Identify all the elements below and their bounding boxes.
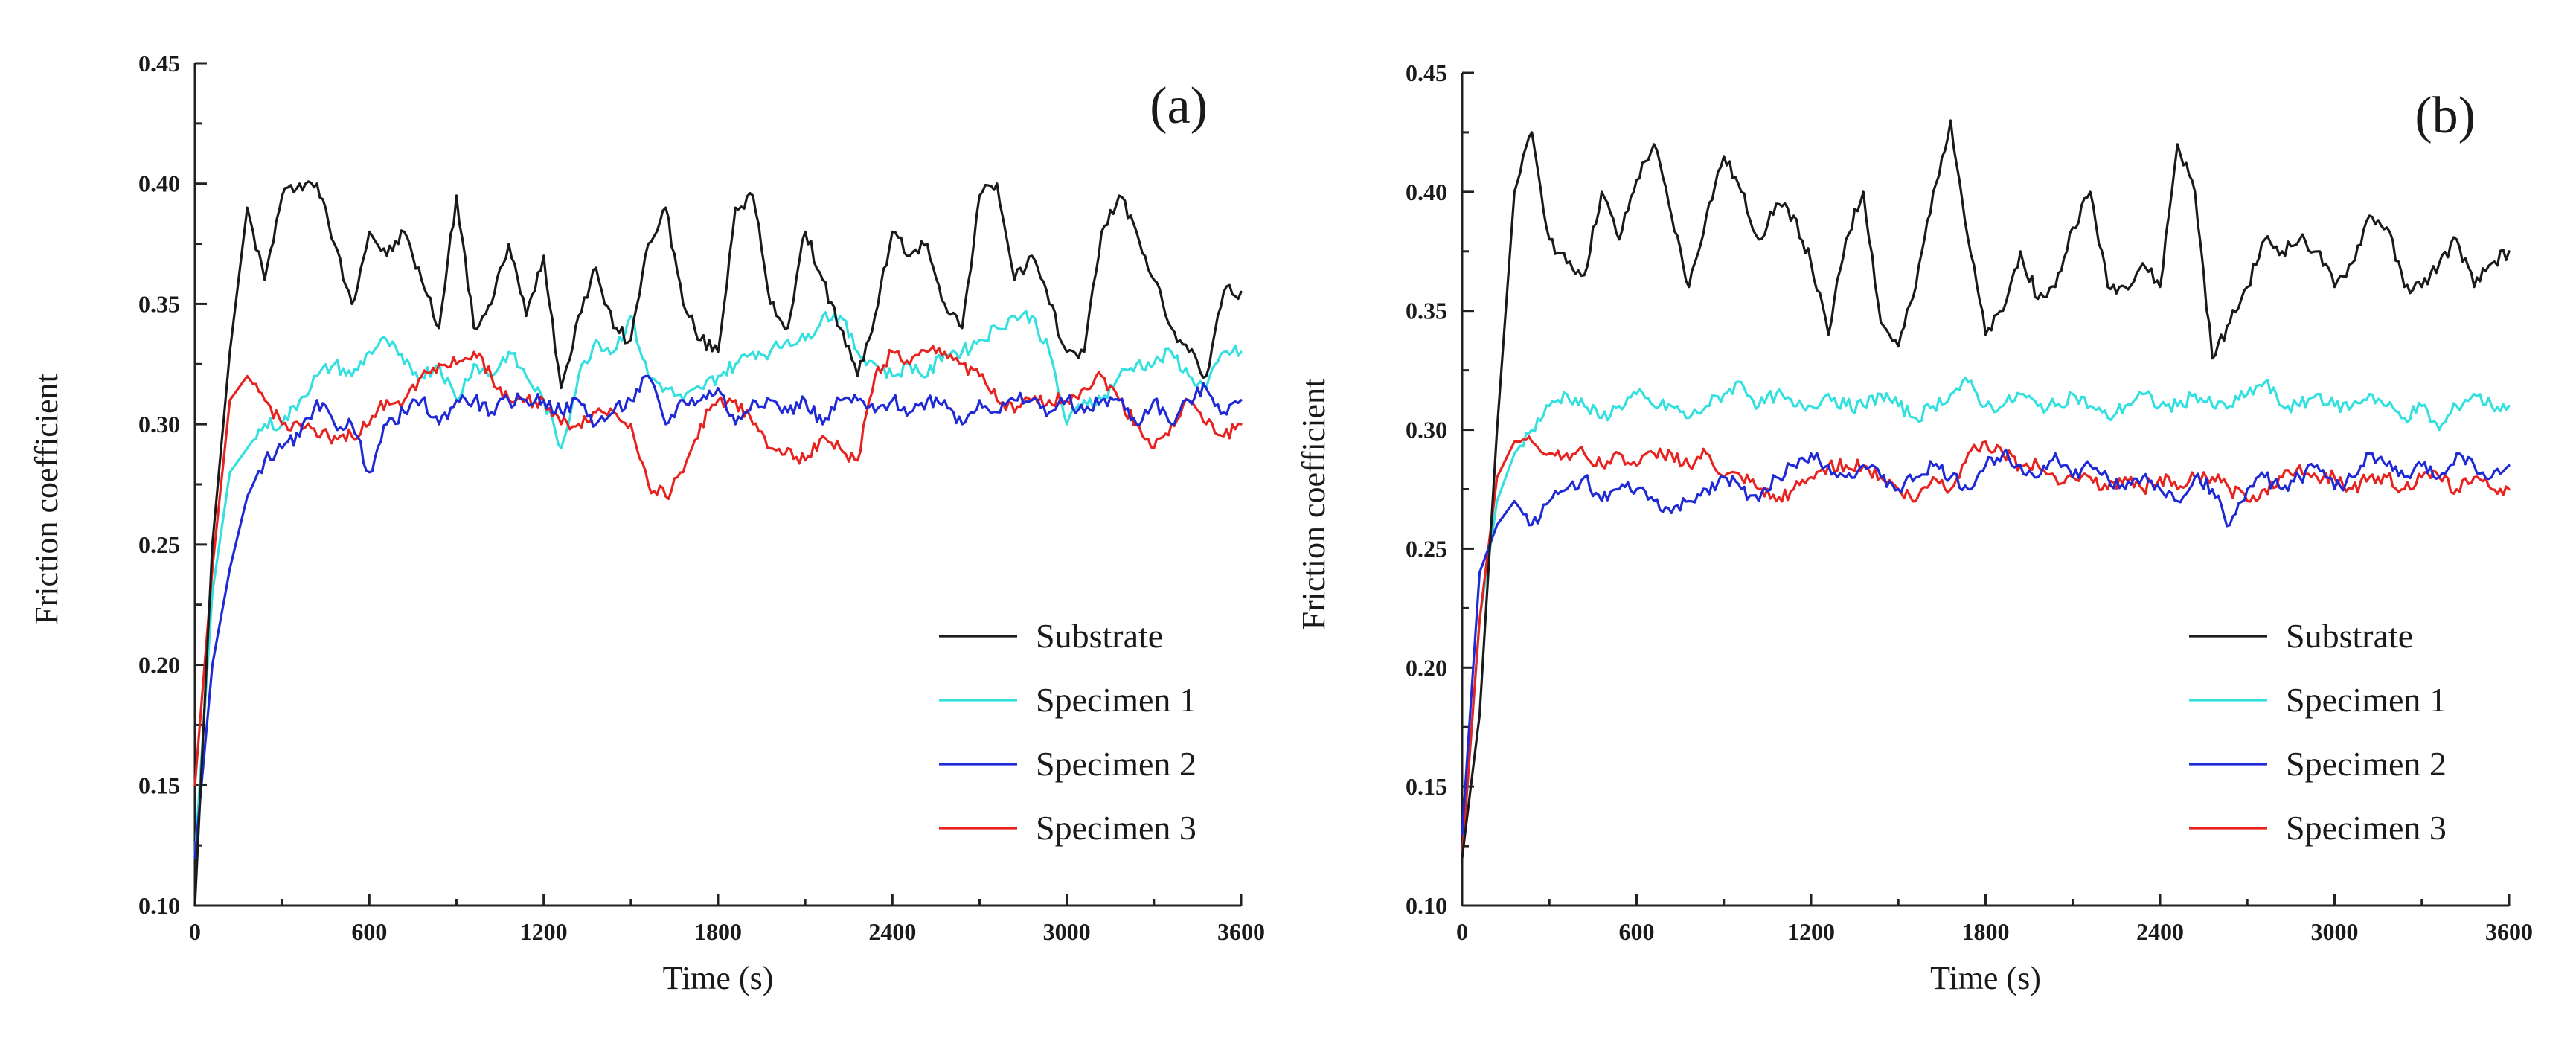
series-line-specimen-2 — [193, 374, 1243, 859]
y-tick-label: 0.10 — [138, 892, 180, 919]
legend-label: Specimen 3 — [2286, 809, 2447, 847]
y-tick-label: 0.35 — [1406, 298, 1447, 324]
y-tick-label: 0.40 — [1406, 179, 1447, 205]
x-tick-label: 3600 — [2485, 918, 2533, 945]
y-tick-label: 0.40 — [138, 170, 180, 197]
x-tick-label: 0 — [1456, 918, 1468, 945]
x-tick-label: 3600 — [1217, 918, 1265, 945]
x-tick-label: 2400 — [2136, 918, 2184, 945]
x-tick-label: 1200 — [1787, 918, 1835, 945]
x-tick-label: 2400 — [868, 918, 916, 945]
x-tick-label: 3000 — [2311, 918, 2359, 945]
x-tick-label: 0 — [189, 918, 201, 945]
legend-label: Substrate — [1036, 617, 1163, 655]
x-axis-title: Time (s) — [663, 960, 774, 996]
series-line-specimen-1 — [1461, 376, 2511, 859]
legend-label: Specimen 2 — [2286, 745, 2447, 783]
legend-label: Specimen 1 — [1036, 681, 1196, 719]
y-axis-title: Friction coefficient — [1295, 379, 1332, 630]
y-axis-title: Friction coefficient — [28, 374, 65, 625]
y-tick-label: 0.15 — [1406, 773, 1447, 800]
y-tick-label: 0.45 — [138, 50, 180, 77]
x-tick-label: 3000 — [1043, 918, 1091, 945]
x-axis-title: Time (s) — [1930, 960, 2041, 996]
y-tick-label: 0.10 — [1406, 892, 1447, 919]
panel-label: (b) — [2415, 87, 2476, 144]
y-tick-label: 0.45 — [1406, 60, 1447, 86]
series-line-specimen-2 — [1461, 448, 2511, 836]
y-tick-label: 0.30 — [138, 411, 180, 438]
legend-label: Specimen 2 — [1036, 745, 1196, 783]
chart-panel-a: 0 600 1200 1800 2400 3000 3600 0.10 0.15 0.20 0.25… — [28, 50, 1265, 996]
x-tick-label: 600 — [1619, 918, 1655, 945]
y-tick-label: 0.20 — [1406, 654, 1447, 681]
x-tick-label: 1800 — [1962, 918, 2010, 945]
x-tick-label: 1800 — [694, 918, 742, 945]
x-tick-label: 1200 — [520, 918, 568, 945]
series-line-substrate — [193, 180, 1243, 907]
y-tick-label: 0.20 — [138, 652, 180, 679]
y-tick-label: 0.30 — [1406, 417, 1447, 443]
series-line-specimen-3 — [1461, 435, 2511, 859]
chart-panel-b: 0 600 1200 1800 2400 3000 3600 0.10 0.15 0.20 0.25… — [1295, 60, 2533, 996]
y-tick-label: 0.15 — [138, 772, 180, 798]
x-tick-label: 600 — [351, 918, 387, 945]
series-line-substrate — [1461, 119, 2511, 859]
legend-label: Substrate — [2286, 617, 2413, 655]
legend: Substrate Specimen 1 Specimen 2 Specimen 3 — [939, 617, 1196, 847]
series-line-specimen-1 — [193, 310, 1243, 859]
y-tick-label: 0.25 — [138, 531, 180, 558]
legend-label: Specimen 1 — [2286, 681, 2447, 719]
y-tick-label: 0.35 — [138, 290, 180, 317]
legend-label: Specimen 3 — [1036, 809, 1196, 847]
y-tick-label: 0.25 — [1406, 535, 1447, 562]
panel-label: (a) — [1150, 77, 1208, 135]
legend: Substrate Specimen 1 Specimen 2 Specimen 3 — [2189, 617, 2447, 847]
